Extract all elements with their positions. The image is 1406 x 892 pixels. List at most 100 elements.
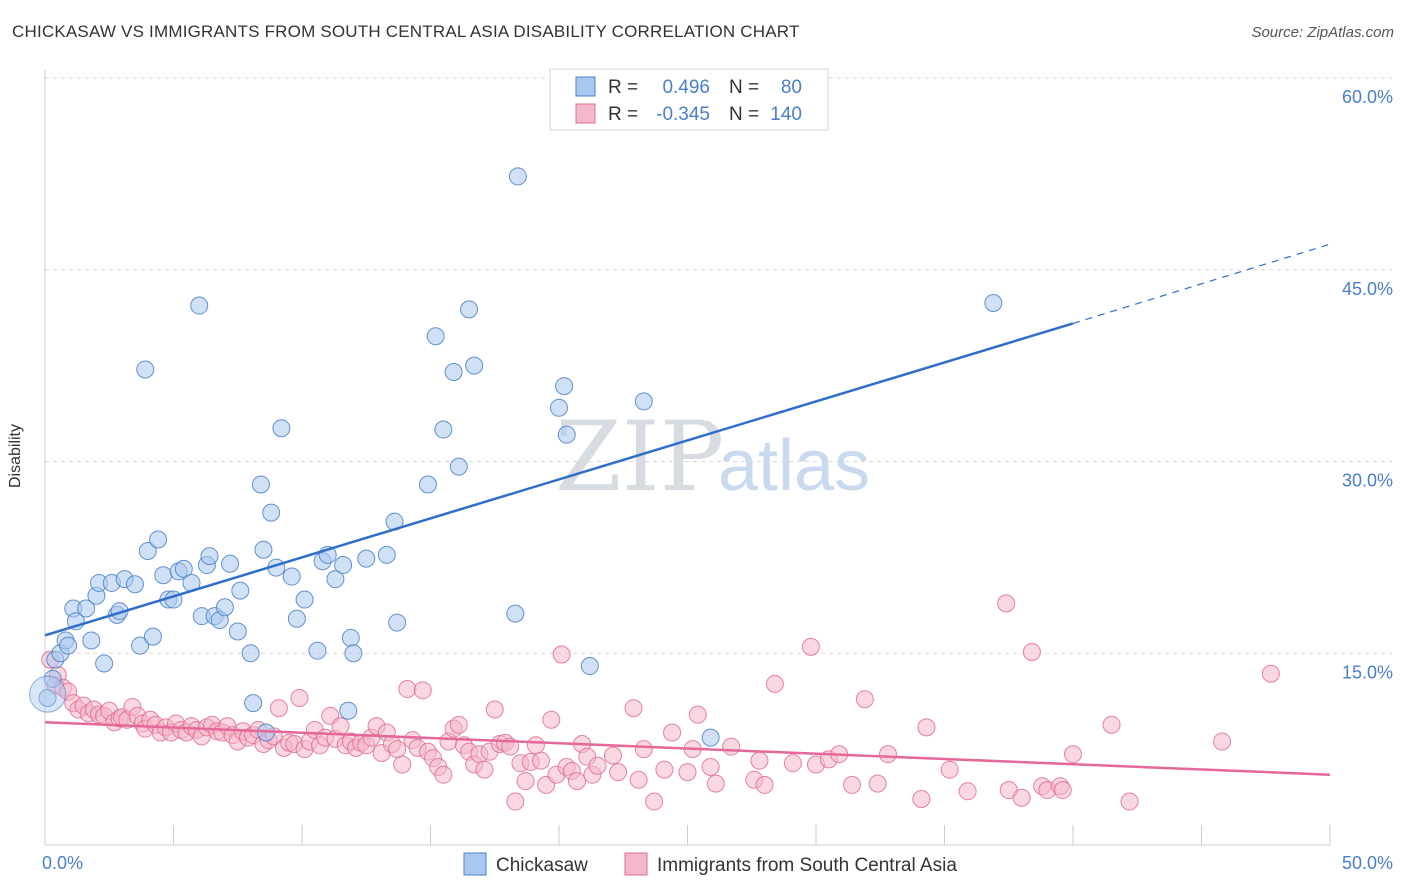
immigrants-point bbox=[398, 680, 417, 699]
legend-r-label-blue: R = bbox=[608, 77, 638, 98]
chickasaw-point bbox=[508, 167, 527, 186]
immigrants-point bbox=[603, 746, 622, 765]
chickasaw-point bbox=[377, 545, 396, 564]
immigrants-point bbox=[532, 751, 551, 770]
chickasaw-point bbox=[82, 631, 101, 650]
immigrants-point bbox=[629, 770, 648, 789]
chickasaw-point bbox=[308, 641, 327, 660]
chickasaw-point bbox=[434, 420, 453, 439]
top-legend: R = 0.496 N = 80 R = -0.345 N = 140 bbox=[549, 68, 829, 131]
legend-swatch-blue bbox=[575, 76, 596, 97]
chickasaw-point bbox=[200, 547, 219, 566]
immigrants-point bbox=[1053, 781, 1072, 800]
bottom-legend-label-immigrants: Immigrants from South Central Asia bbox=[657, 855, 957, 876]
chickasaw-point bbox=[131, 636, 150, 655]
chickasaw-point bbox=[38, 688, 57, 707]
immigrants-point bbox=[552, 645, 571, 664]
trend-lines bbox=[44, 243, 1331, 776]
chickasaw-point bbox=[580, 657, 599, 676]
immigrants-point bbox=[958, 782, 977, 801]
trend-line-chickasaw bbox=[44, 322, 1074, 637]
immigrants-point bbox=[917, 718, 936, 737]
chickasaw-point bbox=[555, 377, 574, 396]
chickasaw-point bbox=[344, 644, 363, 663]
chickasaw-point bbox=[426, 327, 445, 346]
immigrants-point bbox=[1261, 664, 1280, 683]
immigrants-point bbox=[388, 740, 407, 759]
chickasaw-point bbox=[136, 360, 155, 379]
chickasaw-point bbox=[138, 541, 157, 560]
chickasaw-point bbox=[326, 570, 345, 589]
bottom-legend-swatch-blue bbox=[463, 852, 487, 876]
immigrants-point bbox=[750, 751, 769, 770]
chickasaw-point bbox=[357, 549, 376, 568]
chickasaw-point bbox=[460, 300, 479, 319]
chickasaw-point bbox=[215, 598, 234, 617]
legend-n-value-pink: 140 bbox=[770, 104, 802, 125]
immigrants-point bbox=[868, 774, 887, 793]
legend-n-label-pink: N = bbox=[729, 104, 759, 125]
immigrants-point bbox=[783, 754, 802, 773]
legend-r-value-pink: -0.345 bbox=[656, 104, 710, 125]
immigrants-point bbox=[1213, 732, 1232, 751]
immigrants-point bbox=[842, 775, 861, 794]
immigrants-point bbox=[413, 681, 432, 700]
immigrants-point bbox=[609, 763, 628, 782]
chickasaw-point bbox=[334, 556, 353, 575]
chickasaw-point bbox=[228, 622, 247, 641]
chickasaw-point bbox=[143, 627, 162, 646]
chickasaw-point bbox=[341, 628, 360, 647]
immigrants-point bbox=[434, 765, 453, 784]
chickasaw-point bbox=[550, 398, 568, 417]
immigrants-point bbox=[1102, 715, 1121, 734]
immigrants-point bbox=[449, 715, 468, 734]
chickasaw-point bbox=[287, 609, 306, 628]
immigrants-point bbox=[516, 772, 535, 791]
chickasaw-point-large bbox=[29, 675, 67, 713]
chickasaw-point bbox=[634, 392, 653, 411]
chickasaw-point bbox=[557, 425, 576, 444]
legend-r-value-blue: 0.496 bbox=[662, 77, 710, 98]
immigrants-point bbox=[722, 737, 741, 756]
immigrants-point bbox=[506, 792, 525, 811]
chickasaw-point bbox=[282, 567, 301, 586]
chickasaw-point bbox=[251, 475, 270, 494]
immigrants-point bbox=[588, 756, 607, 775]
chickasaw-point bbox=[272, 419, 291, 438]
immigrants-point bbox=[485, 700, 504, 719]
chickasaw-point bbox=[449, 457, 468, 476]
chickasaw-point bbox=[418, 475, 437, 494]
immigrants-point bbox=[331, 717, 350, 736]
immigrants-point bbox=[1012, 788, 1031, 807]
immigrants-point bbox=[912, 789, 931, 808]
bottom-legend-swatch-pink bbox=[624, 852, 648, 876]
legend-box bbox=[549, 68, 829, 131]
chickasaw-point bbox=[77, 599, 96, 618]
y-tick-labels: 15.0% 30.0% 45.0% 60.0% bbox=[1342, 87, 1393, 682]
immigrants-point bbox=[290, 688, 309, 707]
chickasaw-point bbox=[465, 356, 484, 375]
immigrants-point bbox=[526, 736, 545, 755]
chickasaw-point bbox=[95, 654, 114, 673]
immigrants-point bbox=[765, 674, 784, 693]
immigrants-point bbox=[393, 755, 412, 774]
series-immigrants-points bbox=[41, 594, 1280, 811]
trend-line-immigrants bbox=[44, 721, 1331, 776]
chickasaw-point bbox=[43, 669, 62, 688]
immigrants-point bbox=[1120, 792, 1139, 811]
chickasaw-point bbox=[701, 728, 720, 747]
immigrants-point bbox=[855, 690, 874, 709]
chickasaw-point bbox=[174, 559, 193, 578]
trend-line-chickasaw-extension bbox=[1072, 243, 1331, 325]
chickasaw-point bbox=[231, 581, 250, 600]
immigrants-point bbox=[678, 763, 697, 782]
immigrants-point bbox=[634, 740, 653, 759]
chickasaw-point bbox=[244, 694, 263, 713]
chart-title: CHICKASAW VS IMMIGRANTS FROM SOUTH CENTR… bbox=[12, 22, 800, 41]
chickasaw-point bbox=[154, 566, 173, 585]
immigrants-point bbox=[755, 775, 774, 794]
immigrants-point bbox=[542, 710, 561, 729]
immigrants-point bbox=[706, 774, 725, 793]
immigrants-point bbox=[997, 594, 1016, 613]
chickasaw-point bbox=[190, 296, 209, 315]
